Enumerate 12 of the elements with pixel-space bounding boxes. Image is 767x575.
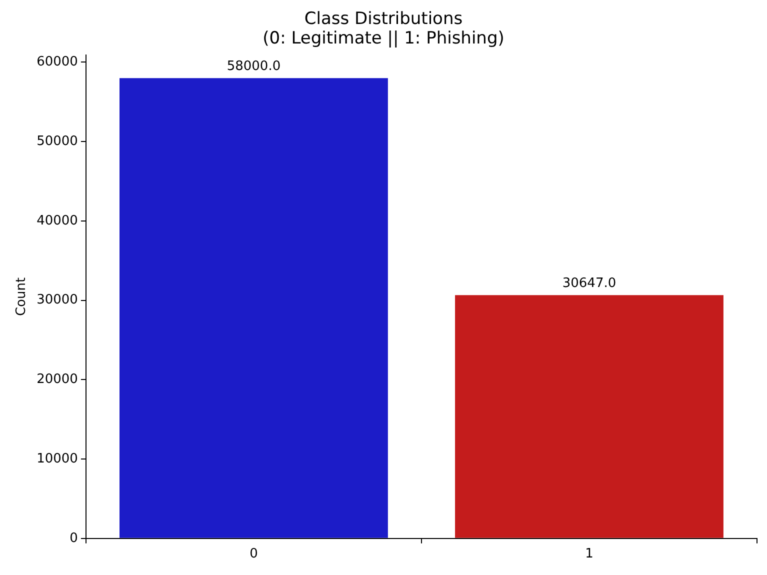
y-tick-label: 20000 [36, 372, 78, 388]
y-tick-label: 10000 [36, 451, 78, 466]
data-label: 30647.0 [562, 276, 616, 292]
data-label: 58000.0 [226, 58, 281, 74]
y-tick-label: 30000 [36, 292, 78, 308]
y-tick-label: 50000 [36, 134, 78, 149]
y-tick-label: 0 [70, 530, 78, 546]
x-tick-label: 1 [585, 546, 594, 562]
y-tick-label: 40000 [36, 213, 78, 228]
chart-title: Class Distributions (0: Legitimate || 1: Phishing) [262, 9, 504, 49]
y-axis-title: Count [14, 277, 30, 316]
y-tick-label: 60000 [36, 54, 78, 70]
